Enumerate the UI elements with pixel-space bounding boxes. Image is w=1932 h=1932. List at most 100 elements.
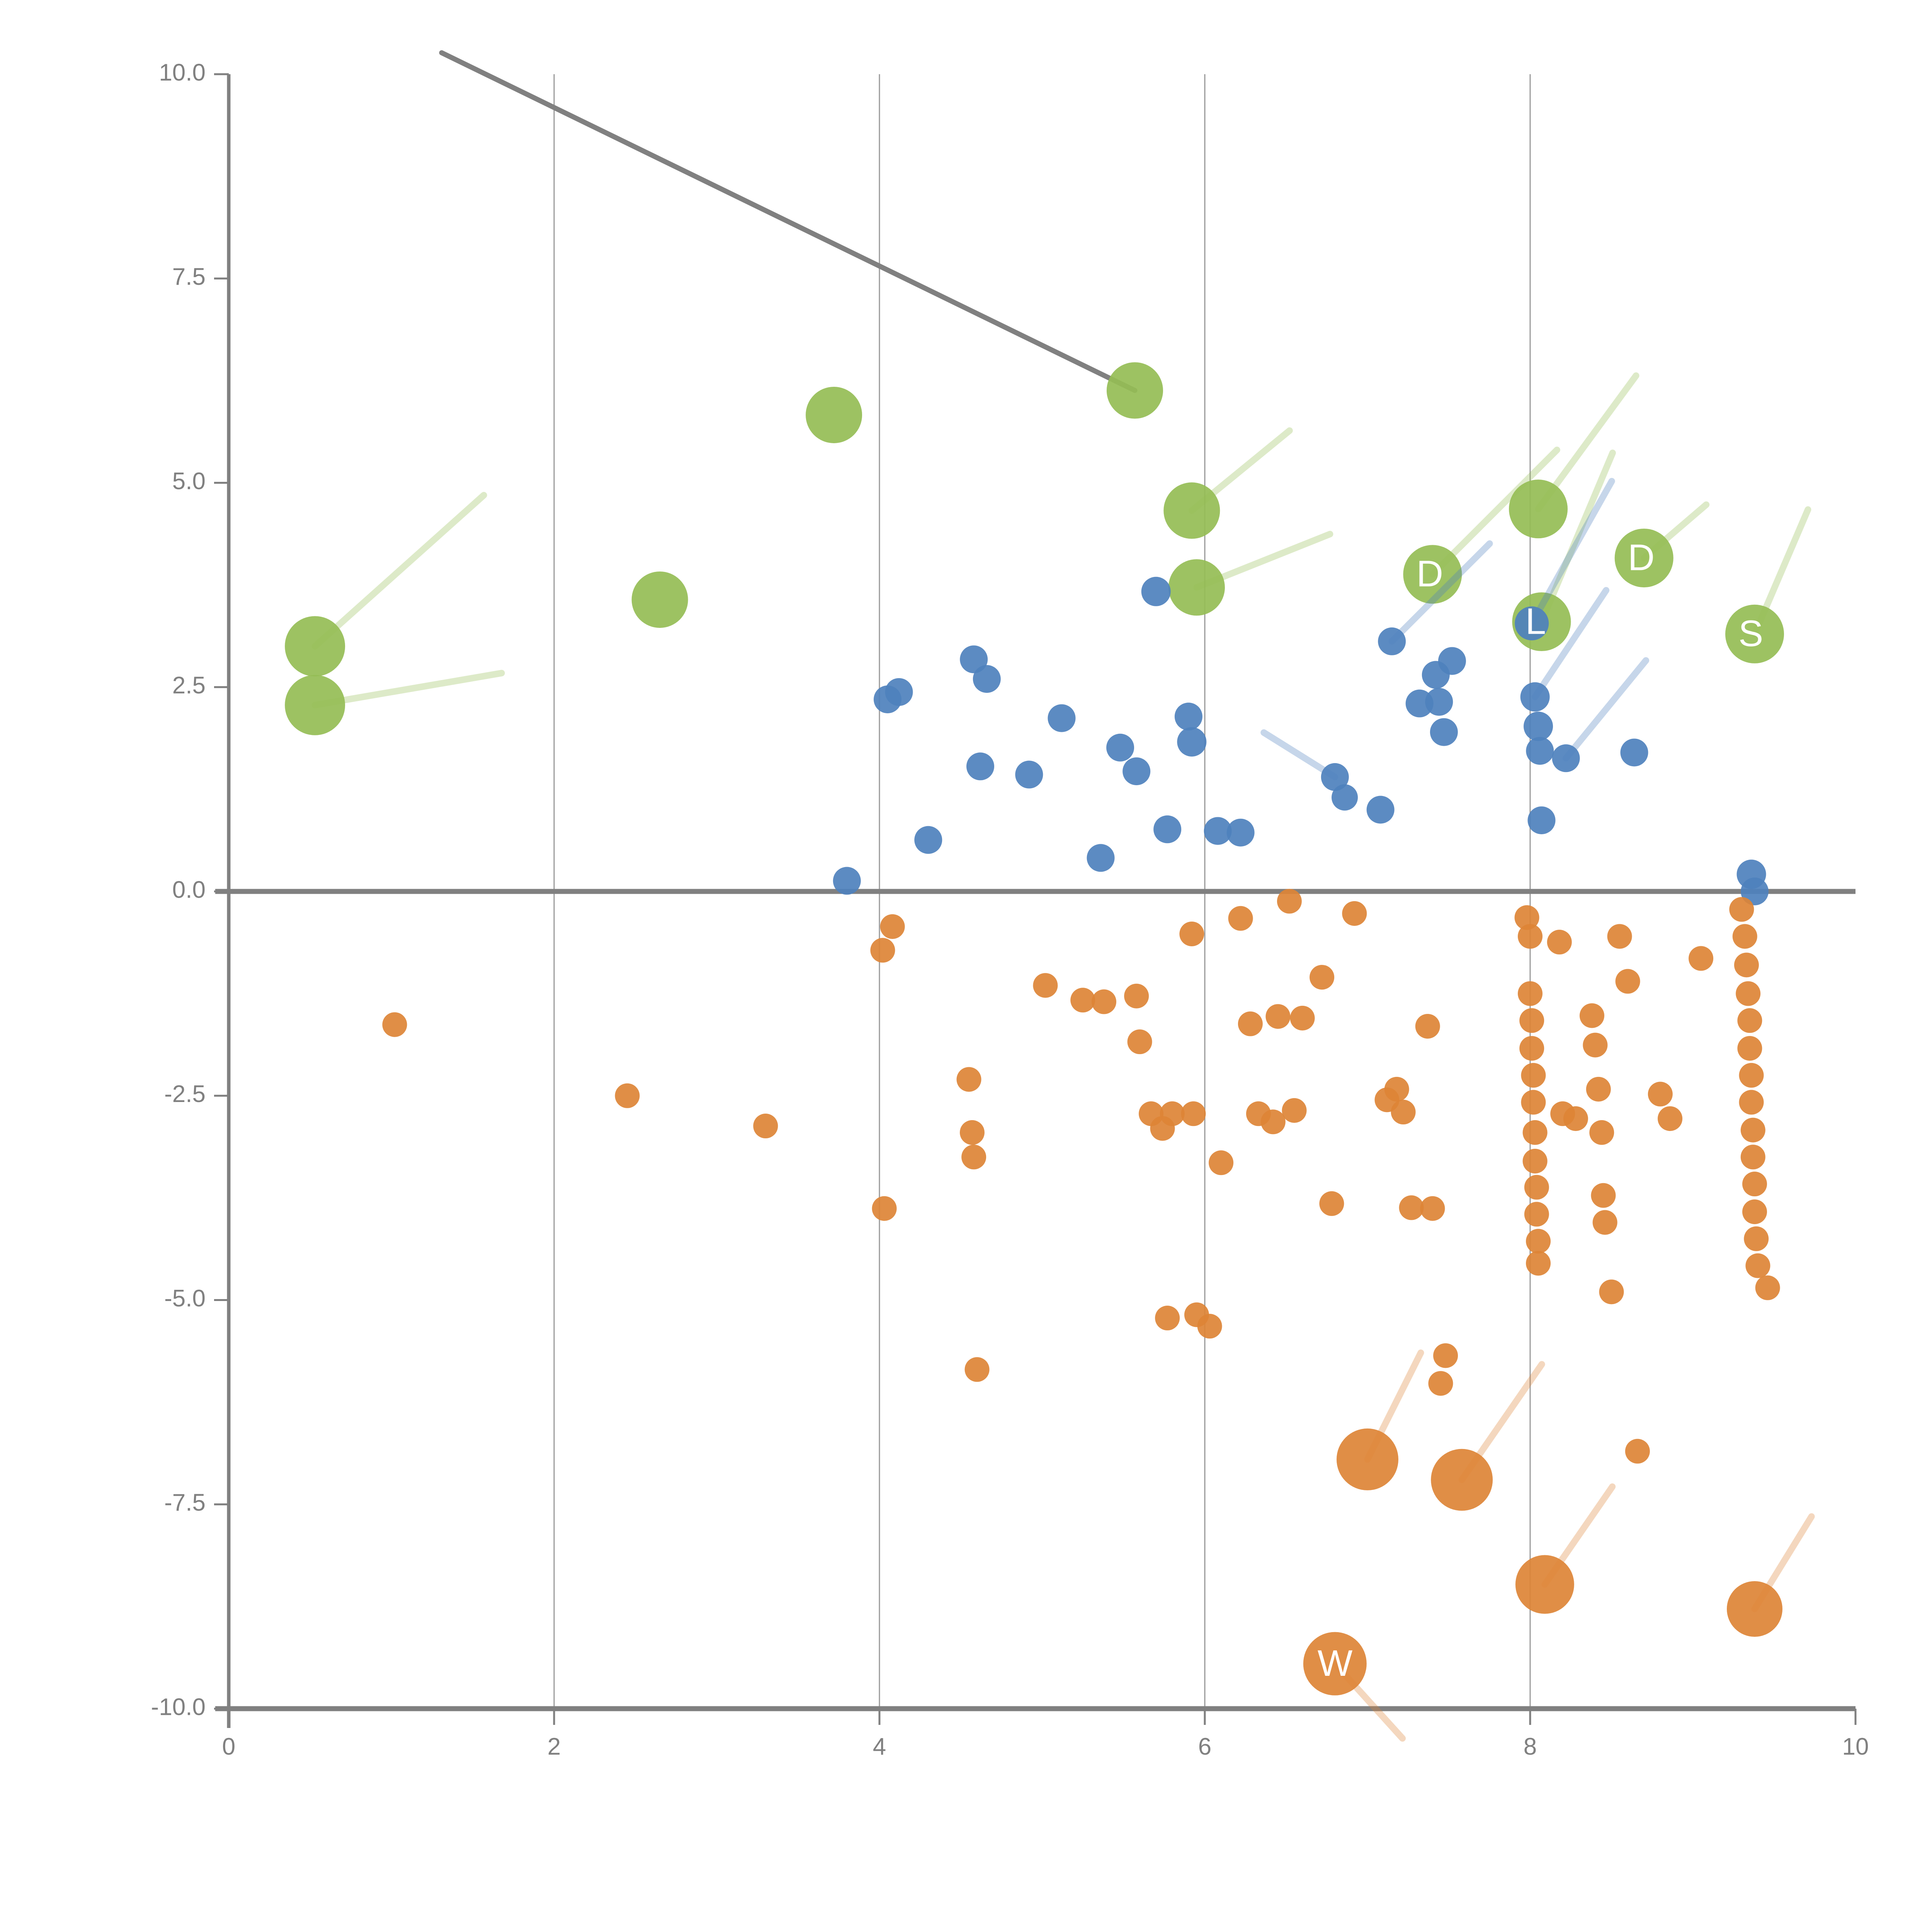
- data-point[interactable]: [1522, 1148, 1548, 1173]
- data-point[interactable]: [1524, 711, 1553, 741]
- data-point[interactable]: [1384, 1077, 1409, 1102]
- data-point[interactable]: [1153, 815, 1182, 844]
- data-point[interactable]: [1260, 1109, 1286, 1134]
- data-point[interactable]: [1522, 1120, 1548, 1145]
- data-point[interactable]: [1366, 796, 1395, 824]
- data-point[interactable]: [973, 665, 1001, 693]
- data-point[interactable]: [1592, 1210, 1617, 1235]
- data-point[interactable]: [1378, 627, 1406, 655]
- data-point[interactable]: [1591, 1183, 1616, 1208]
- data-point[interactable]: [753, 1114, 778, 1139]
- data-point[interactable]: [1070, 988, 1095, 1013]
- data-point[interactable]: [1403, 545, 1462, 604]
- data-point[interactable]: [1399, 1195, 1424, 1220]
- data-point[interactable]: [1725, 604, 1784, 663]
- data-point[interactable]: [870, 938, 895, 963]
- data-point[interactable]: [964, 1357, 990, 1382]
- data-point[interactable]: [1732, 924, 1757, 949]
- data-point[interactable]: [1122, 757, 1151, 786]
- data-point[interactable]: [1519, 1036, 1544, 1061]
- data-point[interactable]: [1433, 1343, 1458, 1368]
- data-point[interactable]: [1658, 1106, 1683, 1131]
- data-point[interactable]: [1048, 704, 1076, 732]
- data-point[interactable]: [1337, 1428, 1398, 1490]
- data-point[interactable]: [1547, 930, 1572, 955]
- data-point[interactable]: [1415, 1014, 1440, 1039]
- data-point[interactable]: [1033, 973, 1058, 998]
- data-point[interactable]: [1526, 737, 1554, 765]
- data-point[interactable]: [1518, 981, 1543, 1006]
- data-point[interactable]: [1745, 1253, 1770, 1278]
- data-point[interactable]: [1586, 1077, 1611, 1102]
- data-point[interactable]: [615, 1083, 640, 1108]
- data-point[interactable]: [1321, 763, 1349, 791]
- data-point[interactable]: [1526, 1229, 1551, 1254]
- data-point[interactable]: [1204, 817, 1232, 845]
- data-point[interactable]: [1519, 1008, 1544, 1033]
- data-point[interactable]: [1739, 1090, 1764, 1115]
- data-point[interactable]: [885, 678, 913, 706]
- data-point[interactable]: [1579, 1003, 1604, 1028]
- data-point[interactable]: [1726, 1581, 1782, 1637]
- data-point[interactable]: [1739, 1063, 1764, 1088]
- data-point[interactable]: [1740, 1117, 1765, 1143]
- data-point[interactable]: [1209, 1150, 1234, 1175]
- data-point[interactable]: [806, 386, 862, 443]
- data-point[interactable]: [1428, 1371, 1453, 1396]
- data-point[interactable]: [1228, 906, 1253, 931]
- data-point[interactable]: [631, 571, 688, 628]
- data-point[interactable]: [1527, 806, 1556, 834]
- data-point[interactable]: [1106, 733, 1134, 762]
- data-point[interactable]: [1509, 480, 1568, 539]
- data-point[interactable]: [1332, 784, 1358, 811]
- data-point[interactable]: [1589, 1120, 1614, 1145]
- data-point[interactable]: [1521, 1063, 1546, 1088]
- data-point[interactable]: [1177, 727, 1207, 757]
- data-point[interactable]: [966, 752, 995, 781]
- data-point[interactable]: [1563, 1106, 1588, 1131]
- data-point[interactable]: [1174, 702, 1202, 731]
- data-point[interactable]: [1515, 606, 1549, 641]
- data-point[interactable]: [1625, 1439, 1650, 1464]
- data-point[interactable]: [1518, 924, 1543, 949]
- data-point[interactable]: [1160, 1101, 1185, 1126]
- data-point[interactable]: [1524, 1202, 1549, 1227]
- data-point[interactable]: [1734, 952, 1759, 978]
- data-point[interactable]: [1614, 529, 1673, 588]
- data-point[interactable]: [1319, 1191, 1344, 1216]
- data-point[interactable]: [1179, 921, 1204, 946]
- data-point[interactable]: [1521, 1090, 1546, 1115]
- data-point[interactable]: [914, 826, 942, 854]
- data-point[interactable]: [1106, 362, 1163, 419]
- data-point[interactable]: [1607, 924, 1632, 949]
- data-point[interactable]: [1091, 989, 1116, 1014]
- data-point[interactable]: [1729, 897, 1754, 922]
- data-point[interactable]: [1015, 760, 1043, 789]
- data-point[interactable]: [880, 914, 905, 939]
- data-point[interactable]: [1277, 889, 1302, 914]
- data-point[interactable]: [1124, 983, 1149, 1009]
- data-point[interactable]: [1755, 1275, 1780, 1300]
- data-point[interactable]: [1615, 969, 1640, 994]
- data-point[interactable]: [872, 1196, 897, 1221]
- data-point[interactable]: [1310, 965, 1335, 990]
- data-point[interactable]: [1737, 1036, 1762, 1061]
- data-point[interactable]: [1431, 1449, 1493, 1511]
- data-point[interactable]: [959, 1120, 985, 1145]
- data-point[interactable]: [1238, 1011, 1263, 1036]
- data-point[interactable]: [1552, 744, 1580, 772]
- data-markers[interactable]: D L D S W: [285, 50, 1815, 1742]
- data-point[interactable]: [1740, 1145, 1765, 1170]
- data-point[interactable]: [382, 1012, 407, 1037]
- data-point[interactable]: [833, 867, 861, 895]
- data-point[interactable]: [960, 645, 988, 673]
- data-point[interactable]: [1740, 878, 1769, 905]
- data-point[interactable]: [1226, 818, 1255, 847]
- data-point[interactable]: [1420, 1196, 1445, 1221]
- data-point[interactable]: [1514, 905, 1539, 930]
- data-point[interactable]: [1168, 559, 1225, 616]
- data-point[interactable]: [1282, 1098, 1307, 1123]
- data-point[interactable]: [1303, 1632, 1367, 1696]
- data-point[interactable]: [1648, 1082, 1673, 1107]
- data-point[interactable]: [1737, 1008, 1762, 1033]
